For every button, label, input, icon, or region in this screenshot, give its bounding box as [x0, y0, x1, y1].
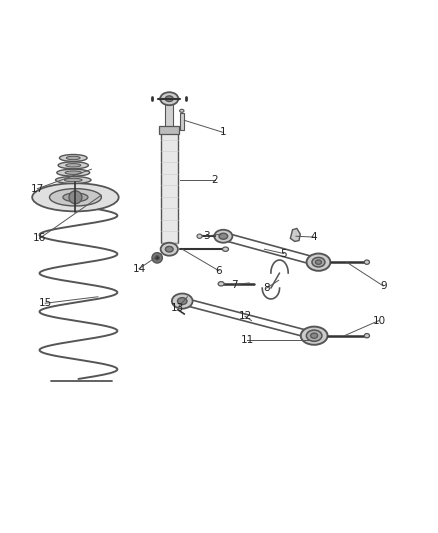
Text: 2: 2 — [212, 175, 218, 185]
Ellipse shape — [60, 155, 87, 161]
Ellipse shape — [166, 96, 173, 101]
Ellipse shape — [306, 330, 322, 341]
Ellipse shape — [219, 233, 228, 239]
Ellipse shape — [66, 156, 80, 160]
Ellipse shape — [63, 193, 88, 201]
Text: 1: 1 — [220, 127, 226, 138]
Circle shape — [155, 256, 159, 260]
FancyBboxPatch shape — [180, 114, 184, 130]
Ellipse shape — [32, 183, 119, 212]
Text: 13: 13 — [171, 303, 184, 312]
Ellipse shape — [166, 246, 173, 252]
Ellipse shape — [301, 327, 328, 345]
Ellipse shape — [364, 260, 370, 264]
Text: 8: 8 — [263, 283, 270, 293]
Ellipse shape — [364, 334, 370, 338]
Ellipse shape — [49, 189, 101, 206]
Ellipse shape — [64, 178, 82, 182]
Ellipse shape — [177, 297, 187, 304]
Ellipse shape — [214, 230, 233, 243]
Text: 11: 11 — [240, 335, 254, 345]
Text: 5: 5 — [281, 248, 287, 259]
Ellipse shape — [312, 257, 325, 267]
Ellipse shape — [315, 260, 321, 264]
Text: 6: 6 — [215, 266, 223, 276]
Text: 7: 7 — [231, 280, 237, 289]
Circle shape — [152, 253, 162, 263]
Text: 4: 4 — [311, 232, 318, 242]
Ellipse shape — [66, 164, 81, 167]
Circle shape — [69, 191, 82, 204]
Ellipse shape — [161, 243, 178, 256]
Text: 16: 16 — [33, 233, 46, 244]
Ellipse shape — [307, 254, 330, 271]
Ellipse shape — [65, 171, 81, 174]
Ellipse shape — [223, 247, 229, 252]
Ellipse shape — [160, 92, 178, 105]
Text: 17: 17 — [31, 184, 44, 193]
Text: 14: 14 — [132, 264, 145, 273]
Text: 12: 12 — [238, 311, 251, 321]
FancyBboxPatch shape — [159, 126, 179, 134]
Polygon shape — [290, 229, 300, 241]
Ellipse shape — [172, 294, 193, 309]
Ellipse shape — [218, 281, 224, 286]
FancyBboxPatch shape — [161, 128, 178, 243]
Ellipse shape — [180, 109, 184, 112]
Text: 3: 3 — [203, 231, 209, 241]
Ellipse shape — [58, 162, 88, 169]
FancyBboxPatch shape — [166, 104, 173, 130]
Ellipse shape — [197, 234, 202, 238]
Ellipse shape — [57, 169, 90, 176]
Ellipse shape — [311, 333, 318, 338]
Text: 10: 10 — [372, 316, 385, 326]
Ellipse shape — [56, 176, 91, 183]
Text: 15: 15 — [39, 298, 52, 308]
Text: 9: 9 — [380, 281, 387, 291]
